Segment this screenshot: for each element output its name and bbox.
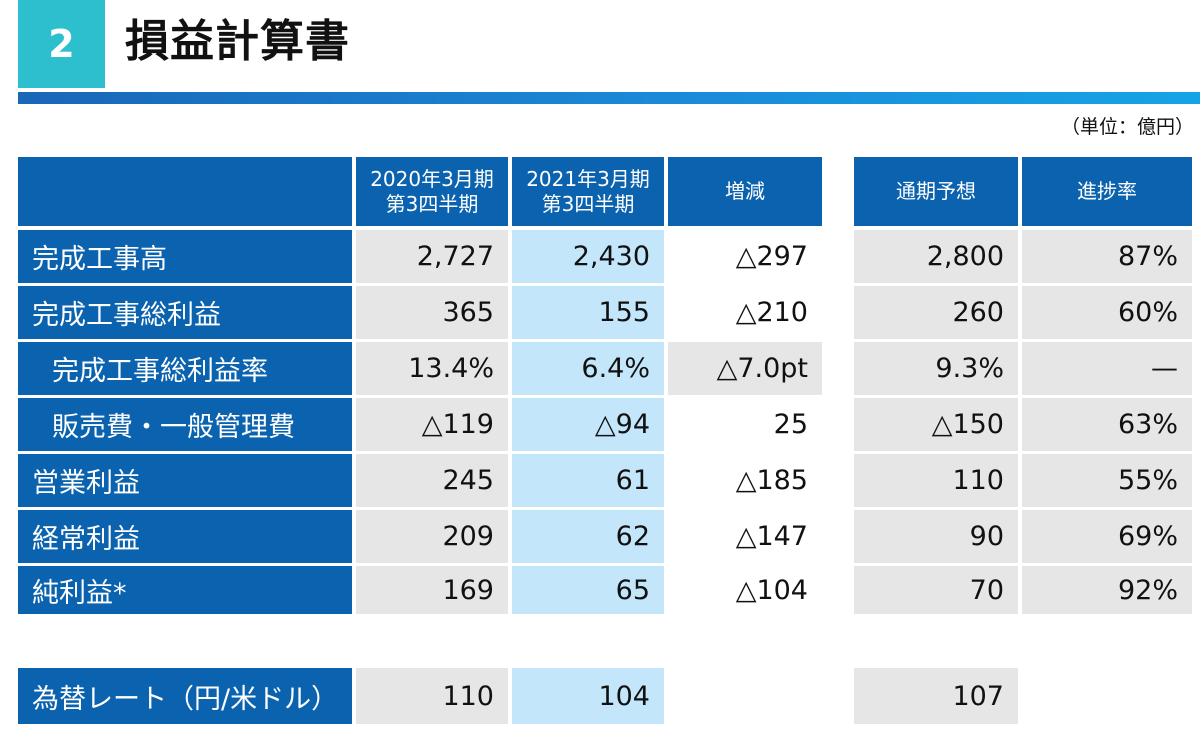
table-cell: 260 (854, 286, 1018, 339)
table-cell: 65 (512, 566, 664, 614)
table-cell: 61 (512, 454, 664, 507)
header-corner-cell (18, 157, 352, 226)
table-cell: 2,727 (356, 230, 508, 283)
table-cell: 9.3% (854, 342, 1018, 395)
row-label: 完成工事総利益 (18, 286, 352, 339)
table-cell: 63% (1022, 398, 1192, 451)
table-cell: △119 (356, 398, 508, 451)
row-label: 販売費・一般管理費 (18, 398, 352, 451)
fx-rate-label: 為替レート（円/米ドル） (18, 668, 352, 724)
table-cell: △104 (735, 574, 808, 606)
table-cell: 62 (512, 510, 664, 563)
table-cell: △7.0pt (668, 342, 822, 395)
table-cell: 87% (1022, 230, 1192, 283)
table-cell: 70 (854, 566, 1018, 614)
fx-rate-cell: 104 (512, 668, 664, 724)
table-cell: 155 (512, 286, 664, 339)
column-header: 2020年3月期 第3四半期 (356, 157, 508, 226)
row-label: 営業利益 (18, 454, 352, 507)
table-cell: 209 (356, 510, 508, 563)
section-number: 2 (18, 0, 105, 88)
table-cell: 69% (1022, 510, 1192, 563)
table-cell: 245 (356, 454, 508, 507)
table-cell: △147 (735, 521, 808, 552)
table-cell: 60% (1022, 286, 1192, 339)
table-cell: 25 (773, 409, 808, 440)
row-label: 経常利益 (18, 510, 352, 563)
table-cell: 365 (356, 286, 508, 339)
table-cell: △185 (735, 465, 808, 496)
column-header: 通期予想 (854, 157, 1018, 226)
column-header: 進捗率 (1022, 157, 1192, 226)
row-label: 純利益* (18, 566, 352, 614)
row-label: 完成工事高 (18, 230, 352, 283)
unit-label: （単位：億円） (1060, 116, 1194, 138)
fx-rate-cell: 110 (356, 668, 508, 724)
table-cell: 2,800 (854, 230, 1018, 283)
table-cell: 6.4% (512, 342, 664, 395)
column-header: 2021年3月期 第3四半期 (512, 157, 664, 226)
table-cell: 2,430 (512, 230, 664, 283)
page-title: 損益計算書 (125, 16, 350, 67)
table-cell: △94 (512, 398, 664, 451)
table-cell: 169 (356, 566, 508, 614)
table-cell: — (1022, 342, 1192, 395)
table-cell: 92% (1022, 566, 1192, 614)
fx-rate-cell: 107 (854, 668, 1018, 724)
header-divider (18, 92, 1200, 104)
table-cell: △297 (735, 241, 808, 272)
table-cell: 55% (1022, 454, 1192, 507)
table-cell: △150 (854, 398, 1018, 451)
table-cell: 90 (854, 510, 1018, 563)
table-cell: △210 (735, 297, 808, 328)
row-label: 完成工事総利益率 (18, 342, 352, 395)
table-cell: 13.4% (356, 342, 508, 395)
column-header: 増減 (668, 157, 822, 226)
table-cell: 110 (854, 454, 1018, 507)
